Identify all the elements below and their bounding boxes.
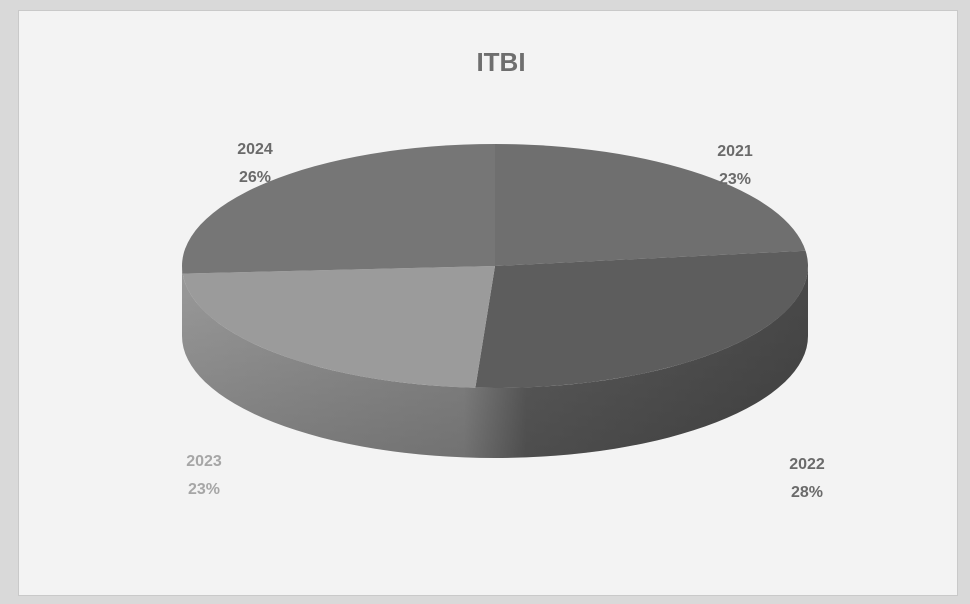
pie-slice-2024 <box>182 144 495 274</box>
pie-side-wall <box>182 266 808 458</box>
slice-label-percent-2021: 23% <box>719 171 751 188</box>
pie-chart: ITBI 2021 23% 2022 28% 2023 23% 2024 26% <box>182 47 825 501</box>
pie-slice-2023 <box>182 266 496 388</box>
chart-title: ITBI <box>476 47 525 77</box>
slice-labels: 2021 23% 2022 28% 2023 23% 2024 26% <box>186 141 825 501</box>
slice-label-year-2022: 2022 <box>789 456 825 473</box>
slice-label-year-2021: 2021 <box>717 143 753 160</box>
pie-slice-2021 <box>495 144 806 266</box>
slice-label-percent-2023: 23% <box>188 481 220 498</box>
slice-label-percent-2022: 28% <box>791 484 823 501</box>
pie-slice-2022 <box>475 250 808 388</box>
slice-label-year-2024: 2024 <box>237 141 273 158</box>
pie-wall-shade <box>182 266 808 458</box>
slice-label-year-2023: 2023 <box>186 453 222 470</box>
pie-slices <box>182 144 808 388</box>
chart-area: ITBI 2021 23% 2022 28% 2023 23% 2024 26% <box>18 10 958 596</box>
slice-label-percent-2024: 26% <box>239 169 271 186</box>
